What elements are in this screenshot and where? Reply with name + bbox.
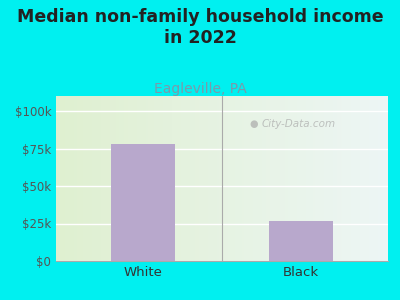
Text: Eagleville, PA: Eagleville, PA [154,82,246,97]
Bar [270,220,333,261]
Bar [111,144,174,261]
Text: ●: ● [249,119,258,129]
Text: Median non-family household income
in 2022: Median non-family household income in 20… [17,8,383,47]
Text: City-Data.com: City-Data.com [261,119,336,129]
